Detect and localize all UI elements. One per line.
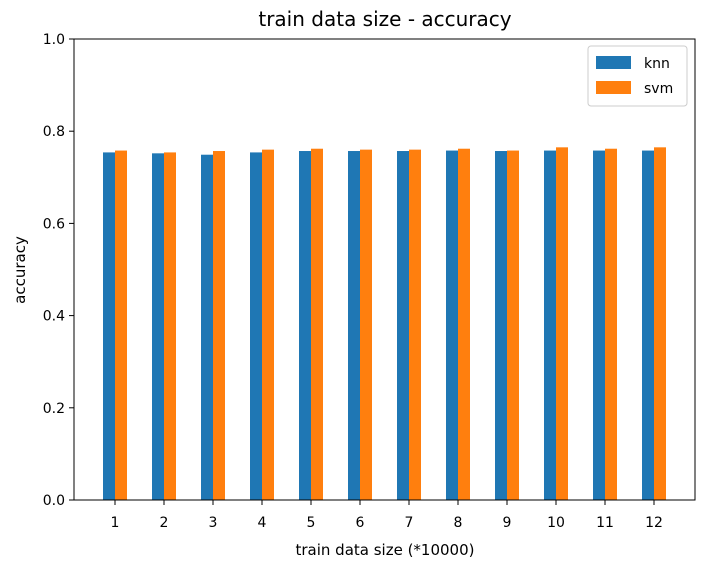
bar-svm-3 [213,151,225,500]
bar-svm-7 [409,149,421,500]
legend-label-svm: svm [644,81,673,97]
legend-swatch-svm [596,81,631,94]
y-tick-label: 0.4 [43,309,65,325]
bar-svm-5 [311,148,323,500]
y-tick-label: 0.6 [43,216,65,232]
legend-swatch-knn [596,56,631,69]
bar-knn-3 [201,154,213,500]
x-tick-label: 6 [356,515,365,531]
x-tick-label: 3 [209,515,218,531]
legend-label-knn: knn [644,56,670,72]
x-tick-label: 5 [307,515,316,531]
y-tick-label: 1.0 [43,32,65,48]
plot-frame [73,38,696,501]
bar-knn-8 [446,150,458,500]
bar-svm-10 [556,147,568,500]
y-axis-label: accuracy [11,236,29,304]
bar-knn-1 [103,152,115,500]
bar-svm-2 [164,152,176,500]
x-tick-label: 7 [405,515,414,531]
x-axis-label: train data size (*10000) [295,541,474,559]
bar-knn-11 [593,150,605,500]
x-tick-label: 10 [547,515,565,531]
bar-knn-5 [299,151,311,500]
bar-knn-10 [544,150,556,500]
x-tick-label: 9 [503,515,512,531]
bar-svm-11 [605,148,617,500]
bar-knn-12 [642,150,654,500]
bar-svm-9 [507,150,519,500]
y-axis: 0.0 0.2 0.4 0.6 0.8 1.0 [43,32,74,509]
bars-layer [103,147,666,500]
x-axis: 1 2 3 4 5 6 7 8 9 10 11 12 [111,500,663,531]
x-tick-label: 12 [645,515,663,531]
bar-svm-8 [458,148,470,500]
x-tick-label: 8 [454,515,463,531]
legend: knn svm [587,45,688,107]
bar-knn-6 [348,151,360,500]
bar-knn-7 [397,151,409,500]
y-tick-label: 0.2 [43,401,65,417]
bar-knn-2 [152,153,164,500]
y-tick-label: 0.8 [43,124,65,140]
legend-box [587,45,688,107]
x-tick-label: 2 [160,515,169,531]
x-tick-label: 4 [258,515,267,531]
bar-svm-4 [262,149,274,500]
bar-knn-9 [495,151,507,500]
bar-svm-1 [115,150,127,500]
bar-svm-12 [654,147,666,500]
x-tick-label: 11 [596,515,614,531]
x-tick-label: 1 [111,515,120,531]
bar-svm-6 [360,149,372,500]
bar-knn-4 [250,152,262,500]
y-tick-label: 0.0 [43,493,65,509]
chart-title: train data size - accuracy [258,7,511,31]
